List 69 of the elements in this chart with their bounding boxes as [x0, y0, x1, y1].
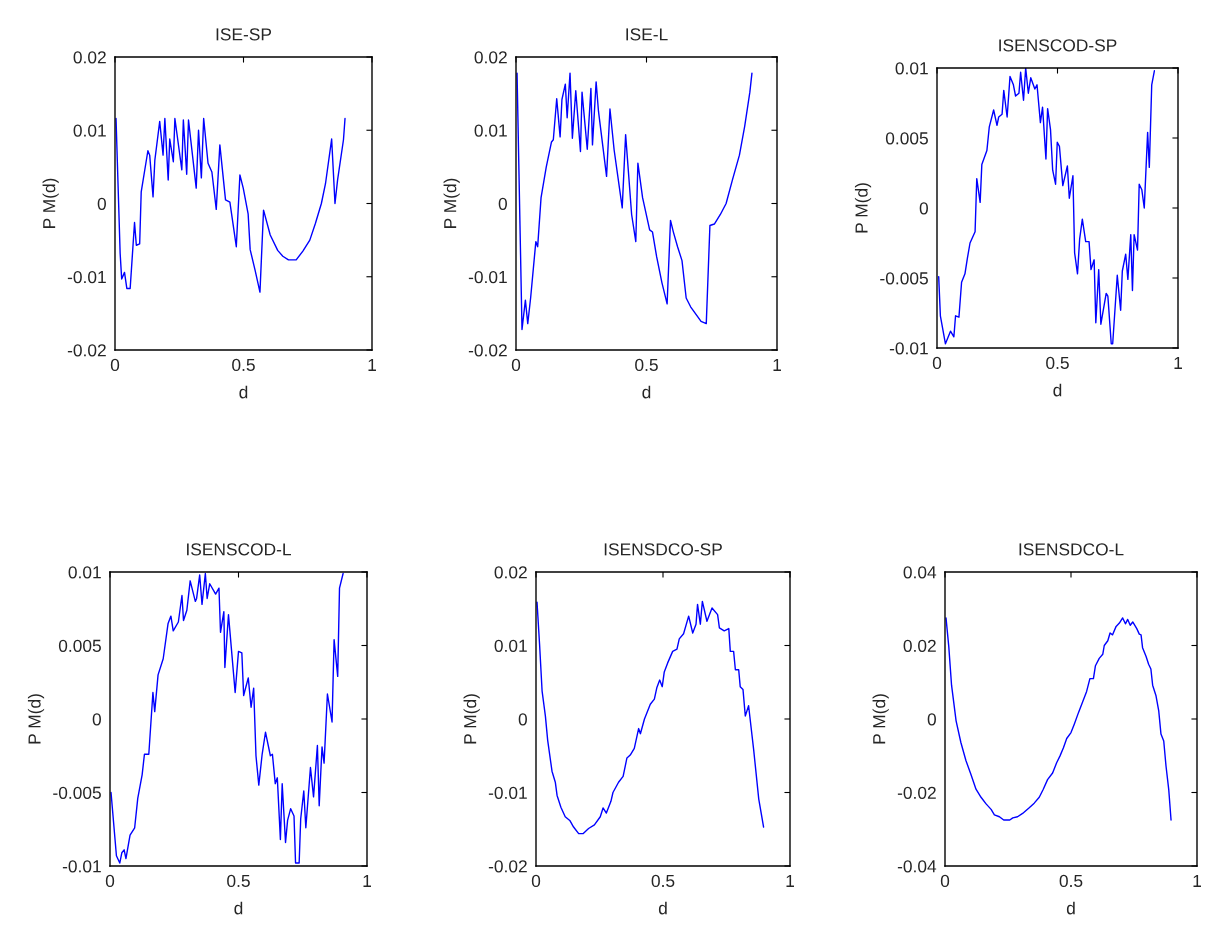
y-tick-label: 0.005 [885, 132, 928, 145]
x-tick-label: 0.5 [1059, 874, 1083, 888]
x-tick-label: 1 [368, 358, 376, 371]
x-tick-label: 0 [105, 874, 115, 888]
chart-title: ISENSDCO-L [1019, 543, 1124, 556]
y-tick-label: -0.01 [889, 342, 928, 355]
y-tick-label: 0.005 [58, 639, 101, 652]
y-tick-label: 0 [92, 713, 101, 726]
chart-title: ISE-L [626, 28, 668, 41]
x-tick-label: 0 [531, 874, 541, 888]
x-axis-title: d [642, 385, 651, 399]
y-axis-title: P M(d) [854, 183, 872, 233]
line-series [945, 617, 1172, 821]
x-tick-label: 0.5 [635, 358, 658, 372]
x-tick-label: 1 [1193, 874, 1201, 887]
y-tick-label: 0.01 [895, 62, 928, 75]
y-tick-label: -0.02 [897, 786, 936, 799]
x-tick-label: 0.5 [227, 874, 250, 888]
x-tick-label: 1 [773, 358, 781, 371]
y-axis-title: P M(d) [27, 694, 45, 744]
x-axis-title: d [1066, 901, 1075, 915]
x-tick-label: 1 [363, 874, 371, 887]
line-series [115, 117, 346, 293]
y-tick-label: -0.01 [67, 270, 106, 284]
y-axis-title: P M(d) [463, 694, 480, 744]
x-axis-title: d [658, 901, 667, 915]
x-tick-label: 0.5 [232, 358, 255, 372]
y-tick-label: -0.01 [62, 860, 101, 873]
y-axis-title: P M(d) [42, 178, 59, 228]
y-tick-label: -0.04 [897, 860, 937, 873]
y-tick-label: -0.005 [53, 786, 101, 799]
line-series [937, 68, 1156, 345]
x-tick-label: 0.5 [1046, 356, 1069, 370]
x-tick-label: 1 [1174, 356, 1182, 369]
y-tick-label: -0.02 [468, 344, 507, 357]
y-tick-label: 0.01 [494, 639, 527, 652]
chart-title: ISENSCOD-L [187, 543, 291, 556]
y-tick-label: 0.01 [68, 566, 101, 579]
y-tick-label: -0.01 [468, 270, 507, 284]
y-tick-label: 0 [518, 713, 527, 726]
x-tick-label: 0 [940, 874, 950, 888]
chart-title: ISENSDCO-SP [604, 543, 722, 556]
x-axis-title: d [1053, 383, 1062, 397]
y-tick-label: 0 [927, 713, 936, 726]
x-tick-label: 0.5 [651, 874, 675, 888]
y-tick-label: 0.02 [903, 639, 936, 652]
y-tick-label: 0.01 [474, 124, 507, 137]
y-tick-label: 0.02 [474, 51, 507, 64]
y-tick-label: -0.02 [67, 344, 106, 357]
x-tick-label: 0 [110, 358, 120, 372]
y-tick-label: -0.02 [488, 860, 527, 873]
x-axis-title: d [234, 901, 243, 915]
line-series [516, 72, 753, 331]
x-axis-title: d [239, 385, 248, 399]
y-tick-label: 0 [919, 202, 928, 215]
y-axis-title: P M(d) [443, 178, 460, 228]
y-tick-label: -0.005 [880, 272, 928, 285]
y-tick-label: 0 [97, 197, 106, 210]
y-tick-label: 0.02 [494, 566, 527, 579]
line-series [536, 600, 765, 835]
chart-title: ISENSCOD-SP [999, 39, 1117, 52]
y-tick-label: 0.02 [73, 51, 106, 64]
x-tick-label: 1 [786, 874, 794, 887]
y-axis-title: P M(d) [872, 694, 889, 744]
chart-title: ISE-SP [216, 28, 272, 41]
y-tick-label: -0.01 [488, 786, 527, 799]
y-tick-label: 0.04 [903, 566, 937, 579]
y-tick-label: 0.01 [73, 124, 106, 137]
y-tick-label: 0 [498, 197, 507, 210]
